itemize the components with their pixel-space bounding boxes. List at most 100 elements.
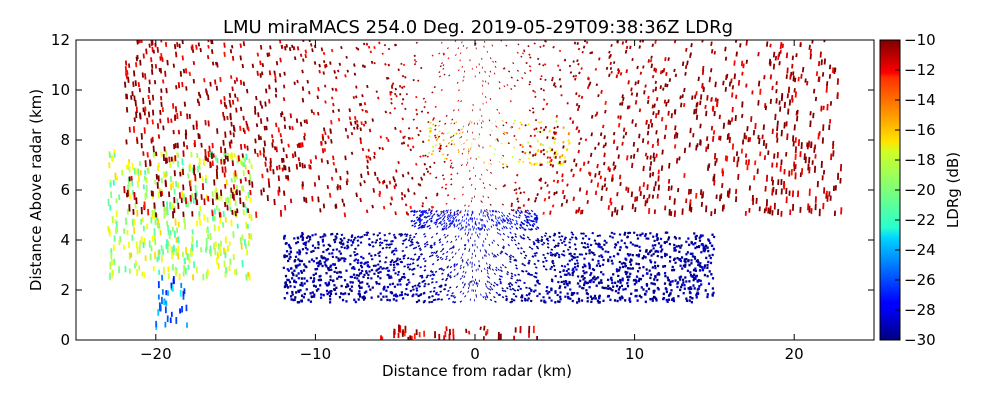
ldr-pixel (510, 202, 514, 206)
ldr-pixel (519, 235, 522, 238)
ldr-pixel (461, 281, 464, 284)
ldr-pixel (421, 212, 424, 216)
ldr-pixel (645, 119, 648, 124)
ldr-pixel (446, 265, 450, 268)
ldr-pixel (574, 74, 578, 78)
ldr-pixel (283, 124, 287, 130)
ldr-pixel (420, 218, 423, 222)
ldr-pixel (230, 177, 233, 183)
ldr-pixel (589, 243, 593, 247)
ldr-pixel (195, 120, 198, 127)
ldr-pixel (568, 245, 572, 249)
ldr-pixel (509, 281, 512, 285)
ldr-pixel (826, 81, 829, 87)
ldr-pixel (395, 94, 398, 98)
ldr-pixel (365, 110, 369, 114)
ldr-pixel (731, 85, 735, 90)
ldr-pixel (365, 209, 369, 214)
ldr-pixel (535, 219, 538, 222)
ldr-pixel (426, 215, 430, 218)
ldr-pixel (525, 211, 529, 214)
ldr-pixel (536, 193, 539, 197)
ldr-pixel (271, 134, 274, 139)
ldr-pixel (529, 145, 533, 149)
ldr-pixel (259, 73, 262, 78)
ldr-pixel (497, 221, 500, 225)
ldr-pixel (539, 179, 542, 183)
ldr-pixel (581, 237, 585, 240)
ldr-pixel (501, 287, 504, 290)
ldr-pixel (554, 85, 557, 88)
ldr-pixel (144, 73, 147, 80)
ldr-pixel (542, 241, 546, 245)
ldr-pixel (517, 43, 520, 46)
ldr-pixel (513, 84, 516, 88)
ldr-pixel (585, 190, 588, 196)
colorbar-tick-label: −24 (904, 241, 936, 259)
ldr-pixel (603, 183, 607, 188)
ldr-pixel (586, 245, 590, 249)
ldr-pixel (373, 155, 376, 159)
x-tick-label: −20 (140, 345, 172, 363)
ldr-pixel (166, 59, 169, 66)
ldr-pixel (499, 266, 503, 269)
ldr-pixel (529, 299, 533, 303)
ldr-pixel (545, 259, 548, 262)
ldr-pixel (766, 41, 769, 47)
ldr-pixel (553, 191, 556, 196)
ldr-pixel (153, 79, 157, 85)
ldr-pixel (505, 131, 509, 135)
ldr-pixel (568, 252, 571, 256)
ldr-pixel (279, 133, 282, 138)
ldr-pixel (288, 125, 291, 130)
ldr-pixel (654, 86, 658, 92)
ldr-pixel (343, 246, 347, 250)
ldr-pixel (273, 146, 277, 151)
ldr-pixel (593, 253, 596, 257)
ldr-pixel (403, 85, 406, 88)
ldr-pixel (651, 43, 654, 47)
ldr-pixel (266, 168, 269, 173)
ldr-pixel (441, 214, 444, 217)
ldr-pixel (415, 289, 419, 292)
ldr-pixel (353, 63, 356, 67)
ldr-pixel (639, 71, 643, 75)
ldr-pixel (362, 42, 366, 46)
ldr-pixel (426, 212, 429, 215)
ldr-pixel (242, 41, 246, 47)
ldr-pixel (396, 283, 400, 286)
ldr-pixel (147, 111, 151, 118)
ldr-pixel (496, 138, 499, 141)
ldr-pixel (423, 269, 427, 272)
ldr-pixel (535, 214, 539, 217)
ldr-pixel (313, 61, 317, 65)
ldr-pixel (177, 129, 181, 135)
ldr-pixel (528, 53, 531, 56)
ldr-pixel (403, 265, 406, 268)
ldr-pixel (652, 111, 655, 116)
ldr-pixel (146, 117, 149, 125)
ldr-pixel (423, 282, 427, 286)
ldr-pixel (610, 177, 614, 182)
ldr-pixel (570, 236, 574, 239)
ldr-pixel (410, 268, 414, 271)
ldr-pixel (505, 295, 508, 298)
ldr-pixel (241, 153, 244, 158)
ldr-pixel (506, 83, 509, 87)
ldr-pixel (457, 99, 460, 102)
ldr-pixel (172, 63, 175, 68)
ldr-pixel (239, 55, 242, 61)
ldr-pixel (438, 130, 441, 133)
ldr-pixel (281, 167, 284, 172)
colorbar-tick-label: −26 (904, 271, 936, 289)
ldr-pixel (451, 251, 454, 254)
ldr-pixel (462, 270, 465, 273)
ldr-pixel (503, 214, 506, 217)
ldr-pixel (142, 97, 145, 105)
ldr-pixel (291, 44, 294, 49)
ldr-pixel (338, 62, 342, 66)
ldr-pixel (177, 82, 181, 89)
ldr-pixel (280, 44, 284, 50)
ldr-pixel (199, 47, 202, 53)
ldr-pixel (485, 208, 488, 211)
